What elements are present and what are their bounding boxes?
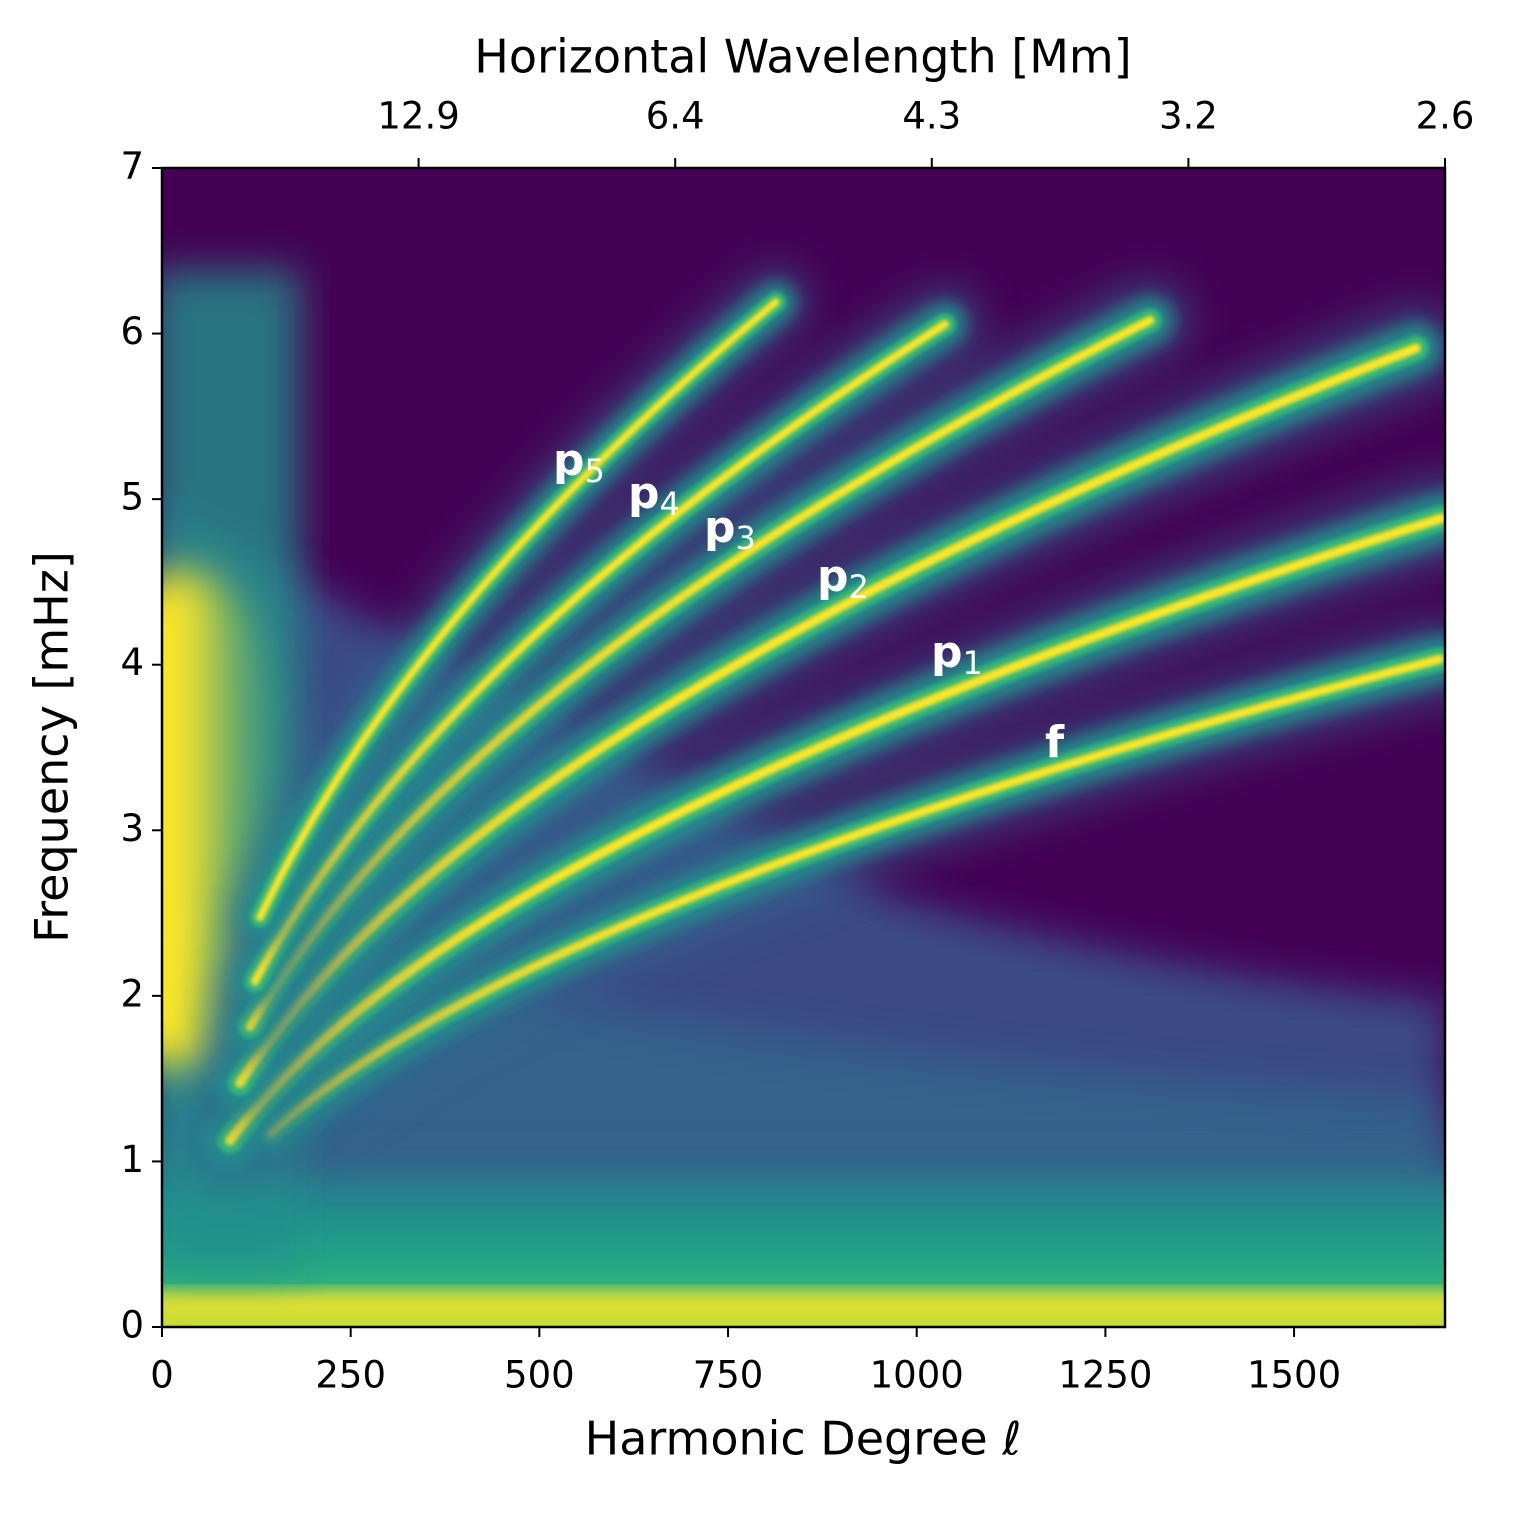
x2-tick-label: 4.3 — [902, 95, 961, 138]
mode-subscript: 3 — [736, 519, 756, 557]
plot-frame — [160, 166, 1447, 1329]
x-tick-label: 500 — [504, 1354, 575, 1397]
mode-letter: p — [817, 551, 849, 602]
x-tick-label: 1250 — [1058, 1354, 1152, 1397]
x2-axis-label: Horizontal Wavelength [Mm] — [474, 30, 1131, 84]
y-tick-label: 2 — [120, 972, 144, 1015]
mode-subscript: 5 — [585, 452, 605, 490]
mode-label: p2 — [817, 551, 869, 606]
mode-letter: p — [704, 502, 736, 553]
x2-tick-label: 2.6 — [1416, 95, 1475, 138]
mode-letter: f — [1045, 717, 1065, 768]
y-tick-label: 6 — [120, 310, 144, 353]
y-tick-label: 5 — [120, 476, 144, 519]
ridge — [235, 343, 1421, 1088]
x2-tick-label: 3.2 — [1159, 95, 1218, 138]
mode-subscript: 4 — [660, 485, 680, 523]
x2-tick-label: 6.4 — [646, 95, 705, 138]
y-tick-label: 4 — [120, 641, 144, 684]
x2-tick-label: 12.9 — [377, 95, 459, 138]
x-tick-label: 0 — [150, 1354, 174, 1397]
x-tick-label: 750 — [693, 1354, 764, 1397]
y-axis-label: Frequency [mHz] — [25, 551, 79, 943]
mode-label: p1 — [931, 627, 983, 682]
mode-subscript: 1 — [963, 644, 983, 682]
ridge — [250, 320, 950, 986]
x-tick-label: 1000 — [870, 1354, 964, 1397]
mode-letter: p — [628, 468, 660, 519]
y-tick-label: 0 — [120, 1304, 144, 1347]
ridge — [256, 298, 780, 922]
x-tick-label: 250 — [315, 1354, 386, 1397]
x-axis-label: Harmonic Degree ℓ — [585, 1412, 1022, 1466]
y-tick-label: 3 — [120, 807, 144, 850]
ridge — [225, 513, 1445, 1146]
x-tick-label: 1500 — [1247, 1354, 1341, 1397]
mode-label: p3 — [704, 502, 756, 557]
mode-label: f — [1045, 717, 1065, 768]
heatmap — [162, 168, 1445, 1327]
mode-letter: p — [553, 435, 585, 486]
ridge — [265, 654, 1445, 1138]
y-tick-label: 7 — [120, 145, 144, 188]
mode-letter: p — [931, 627, 963, 678]
y-tick-label: 1 — [120, 1138, 144, 1181]
mode-subscript: 2 — [849, 568, 869, 606]
mode-label: p5 — [553, 435, 605, 490]
mode-label: p4 — [628, 468, 680, 523]
